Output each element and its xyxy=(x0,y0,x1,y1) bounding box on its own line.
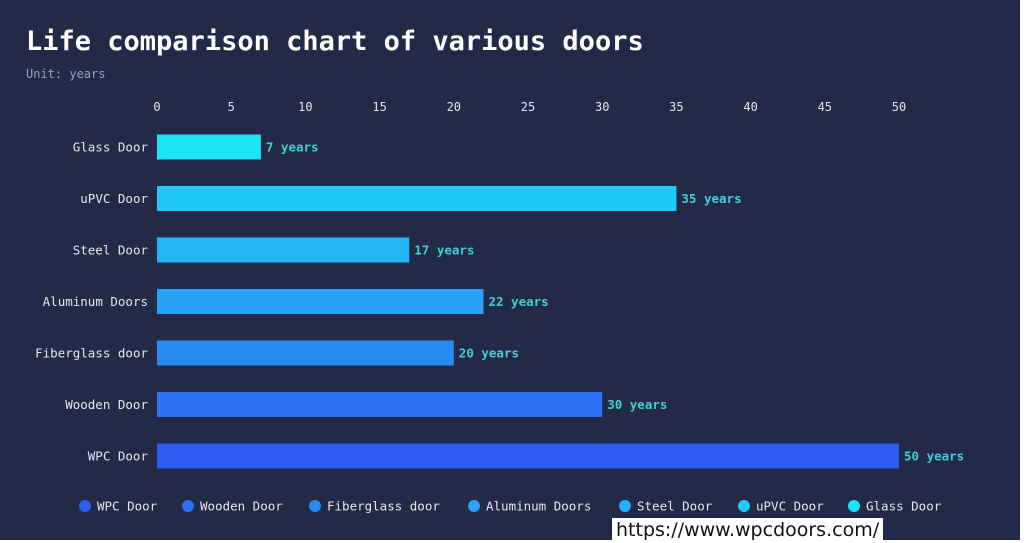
category-label: Steel Door xyxy=(73,243,149,258)
bar xyxy=(157,443,899,469)
legend-label: Wooden Door xyxy=(200,499,283,514)
bars: WPC Door 50 years Wooden Door 30 years Fiber… xyxy=(35,134,964,469)
data-label: 17 years xyxy=(414,243,474,258)
bar xyxy=(157,340,454,366)
x-tick-label: 0 xyxy=(153,100,160,114)
legend-marker xyxy=(468,500,480,512)
data-label: 20 years xyxy=(459,346,519,361)
legend-item: Fiberglass door xyxy=(309,499,440,514)
bar xyxy=(157,237,410,263)
data-label: 7 years xyxy=(266,140,319,155)
legend-marker xyxy=(182,500,194,512)
category-label: WPC Door xyxy=(88,449,149,464)
category-label: Aluminum Doors xyxy=(43,294,148,309)
x-tick-label: 25 xyxy=(521,100,535,114)
legend-label: Steel Door xyxy=(637,499,713,514)
bar-row: Fiberglass door 20 years xyxy=(35,340,519,366)
data-label: 30 years xyxy=(607,397,667,412)
legend-marker xyxy=(619,500,631,512)
legend-marker xyxy=(848,500,860,512)
data-label: 35 years xyxy=(681,191,741,206)
bar xyxy=(157,186,677,211)
legend-item: Glass Door xyxy=(848,499,942,514)
x-tick-label: 15 xyxy=(372,100,386,114)
chart-title: Life comparison chart of various doors xyxy=(26,26,644,57)
legend-item: uPVC Door xyxy=(738,499,824,514)
category-label: Fiberglass door xyxy=(35,346,148,361)
bar xyxy=(157,134,261,160)
legend-label: Glass Door xyxy=(866,499,942,514)
legend-item: Aluminum Doors xyxy=(468,499,591,514)
legend-marker xyxy=(738,500,750,512)
bar-row: Aluminum Doors 22 years xyxy=(43,289,549,314)
category-label: uPVC Door xyxy=(80,191,148,206)
bar-row: uPVC Door 35 years xyxy=(80,186,742,211)
bar xyxy=(157,289,484,314)
bar-row: Wooden Door 30 years xyxy=(65,392,667,417)
x-tick-label: 40 xyxy=(743,100,757,114)
legend: WPC Door Wooden Door Fiberglass door Alumin… xyxy=(79,499,942,514)
x-tick-label: 45 xyxy=(818,100,832,114)
website-url: https://www.wpcdoors.com/ xyxy=(612,518,884,543)
x-tick-label: 5 xyxy=(228,100,235,114)
legend-label: Aluminum Doors xyxy=(486,499,591,514)
bar-row: Glass Door 7 years xyxy=(73,134,319,160)
category-label: Glass Door xyxy=(73,140,149,155)
chart-subtitle: Unit: years xyxy=(26,67,105,81)
x-tick-label: 30 xyxy=(595,100,609,114)
x-tick-label: 50 xyxy=(892,100,906,114)
x-tick-label: 20 xyxy=(447,100,461,114)
x-axis-ticks: 0 5 10 15 20 25 30 35 40 45 50 xyxy=(153,100,906,114)
bar-row: Steel Door 17 years xyxy=(73,237,474,263)
bar-row: WPC Door 50 years xyxy=(88,443,964,469)
legend-item: WPC Door xyxy=(79,499,158,514)
legend-label: WPC Door xyxy=(97,499,158,514)
legend-marker xyxy=(309,500,321,512)
legend-item: Steel Door xyxy=(619,499,713,514)
category-label: Wooden Door xyxy=(65,397,148,412)
legend-label: uPVC Door xyxy=(756,499,824,514)
legend-item: Wooden Door xyxy=(182,499,283,514)
bar xyxy=(157,392,603,417)
data-label: 22 years xyxy=(488,294,548,309)
legend-marker xyxy=(79,500,91,512)
x-tick-label: 10 xyxy=(298,100,312,114)
x-tick-label: 35 xyxy=(669,100,683,114)
data-label: 50 years xyxy=(904,449,964,464)
legend-label: Fiberglass door xyxy=(327,499,440,514)
